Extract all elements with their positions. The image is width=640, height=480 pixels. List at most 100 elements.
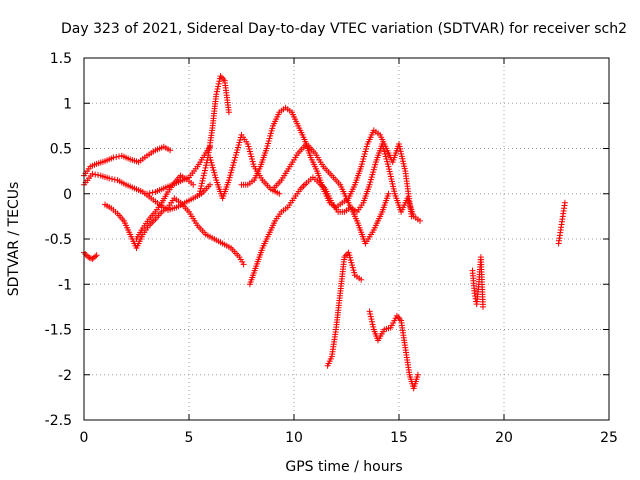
data-point — [382, 151, 388, 158]
x-tick-label: 25 — [600, 430, 618, 446]
data-point — [203, 162, 210, 169]
data-point — [268, 127, 275, 134]
data-point — [213, 91, 220, 98]
data-point — [207, 181, 213, 188]
data-point — [211, 172, 218, 179]
data-point — [225, 109, 232, 116]
data-point — [370, 166, 377, 173]
data-point — [366, 308, 373, 315]
data-point — [264, 142, 271, 149]
series-track-h — [207, 131, 283, 202]
x-tick-label: 15 — [390, 430, 408, 446]
data-point — [395, 314, 402, 321]
data-point — [201, 167, 208, 174]
series-track-k — [270, 140, 392, 247]
data-point — [370, 169, 377, 176]
series-track-a — [81, 143, 174, 179]
data-point — [230, 159, 237, 166]
data-point — [233, 149, 240, 156]
data-point — [276, 190, 283, 197]
data-point — [200, 175, 207, 182]
data-point — [345, 249, 352, 256]
data-point — [228, 167, 235, 174]
data-point — [367, 310, 374, 317]
data-point — [351, 269, 358, 276]
data-point — [211, 169, 218, 176]
data-point — [111, 176, 118, 183]
data-point — [246, 146, 253, 153]
data-point — [383, 156, 390, 163]
data-point — [269, 125, 276, 132]
tick-labels: 0 5 10 15 20 25 -2.5 -2 -1.5 -1 -0.5 0 0.5 1 1.5 — [45, 51, 618, 446]
data-point — [89, 170, 96, 177]
data-point — [88, 255, 94, 262]
x-axis-label: GPS time / hours — [285, 459, 402, 475]
data-point — [236, 139, 243, 146]
data-point — [167, 147, 174, 154]
data-point — [247, 151, 254, 158]
data-point — [234, 147, 241, 154]
chart-title: Day 323 of 2021, Sidereal Day-to-day VTE… — [61, 21, 627, 37]
data-point — [196, 190, 203, 197]
data-point — [372, 161, 379, 168]
data-point — [226, 174, 233, 181]
data-point — [92, 171, 99, 178]
data-point — [379, 143, 386, 150]
y-tick-label: -1.5 — [45, 323, 72, 339]
data-point — [113, 153, 120, 160]
data-point — [368, 174, 375, 181]
plot-frame — [83, 57, 610, 421]
data-point — [366, 181, 373, 188]
data-point — [210, 167, 217, 174]
data-point — [207, 154, 213, 161]
data-point — [215, 83, 222, 90]
data-point — [363, 146, 370, 153]
data-point — [370, 323, 377, 330]
y-tick-label: 1 — [63, 96, 72, 112]
data-point — [235, 144, 241, 151]
data-point — [225, 177, 232, 184]
data-point — [249, 156, 255, 163]
data-point — [197, 188, 204, 195]
data-point — [248, 153, 255, 160]
data-point — [198, 180, 205, 187]
data-point — [368, 316, 375, 323]
axis-ticks — [83, 57, 610, 421]
data-point — [95, 172, 101, 179]
data-point — [367, 313, 374, 320]
data-point — [212, 174, 219, 181]
data-point — [207, 157, 214, 164]
x-tick-label: 0 — [80, 430, 89, 446]
data-point — [266, 135, 273, 142]
data-point — [213, 88, 220, 95]
data-point — [368, 176, 374, 183]
series-track-n — [469, 254, 486, 310]
data-point — [230, 162, 237, 169]
data-point — [150, 217, 157, 224]
y-tick-label: 1.5 — [50, 51, 72, 67]
data-point — [300, 183, 307, 190]
data-points — [81, 73, 568, 392]
data-point — [237, 136, 244, 143]
series-track-d — [102, 195, 247, 268]
x-tick-label: 5 — [185, 430, 194, 446]
data-point — [265, 140, 272, 147]
series-track-m — [366, 308, 421, 392]
data-point — [244, 140, 251, 147]
data-point — [414, 371, 421, 378]
data-point — [229, 164, 236, 171]
data-point — [201, 170, 208, 177]
data-point — [350, 267, 357, 274]
data-point — [367, 179, 374, 186]
data-point — [384, 161, 391, 168]
data-point — [235, 141, 242, 148]
data-point — [144, 190, 150, 197]
data-point — [93, 252, 100, 259]
data-point — [92, 253, 99, 260]
data-point — [249, 158, 256, 165]
x-tick-label: 20 — [495, 430, 513, 446]
data-point — [369, 171, 376, 178]
data-point — [245, 143, 252, 150]
y-tick-label: -2.5 — [45, 413, 72, 429]
